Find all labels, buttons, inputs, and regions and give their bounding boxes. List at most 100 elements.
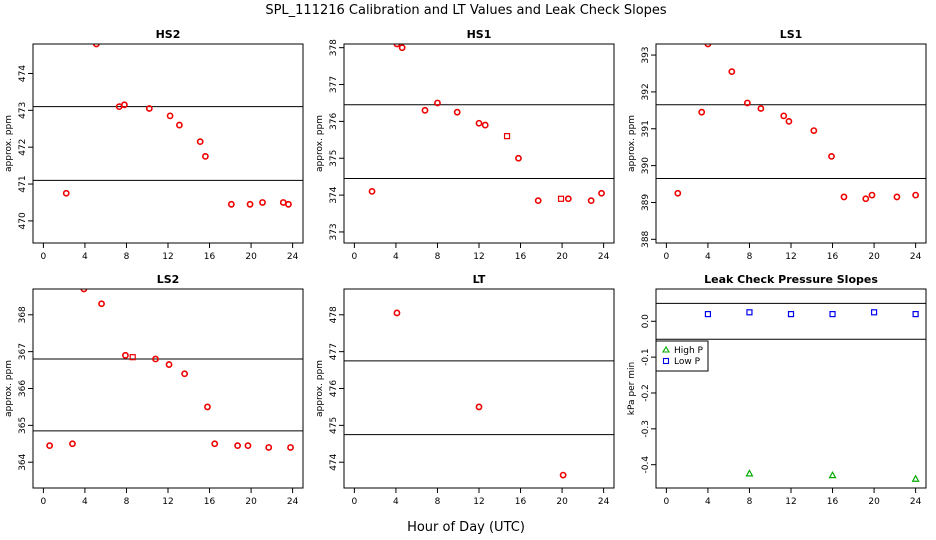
y-tick-label: 0.0 (641, 314, 651, 329)
data-point (912, 310, 919, 318)
panel-title: LS2 (157, 273, 180, 286)
panel-1: HS2 approx. ppm 0 4 8 12 16 20 24 470 471 472 473 474 (4, 28, 304, 262)
panel-4: LS2 approx. ppm 0 4 8 12 16 20 24 364 365 366 367 368 (4, 273, 304, 507)
y-tick-label: -0.3 (641, 420, 651, 438)
plot-frame (343, 288, 615, 489)
data-point (704, 310, 712, 318)
data-point (166, 112, 174, 120)
data-point (287, 444, 294, 451)
y-tick-label: 474 (18, 65, 28, 82)
y-axis-label: approx. ppm (627, 115, 637, 172)
x-tick-label: 24 (287, 252, 299, 262)
data-point (534, 197, 542, 205)
x-tick-label: 12 (162, 497, 173, 507)
x-tick-label: 8 (747, 252, 753, 262)
y-tick-label: -0.4 (641, 456, 651, 474)
data-point (911, 474, 920, 482)
data-point (829, 310, 836, 318)
data-point (840, 193, 848, 201)
y-tick-label: 367 (18, 343, 28, 360)
x-tick-label: 16 (204, 497, 216, 507)
y-tick-label: -0.2 (641, 384, 651, 402)
legend-label: High P (674, 346, 704, 356)
y-axis-label: approx. ppm (4, 360, 14, 417)
y-tick-label: 475 (329, 417, 339, 434)
x-tick-label: 16 (515, 252, 527, 262)
y-tick-label: 478 (329, 306, 339, 323)
data-point (265, 444, 273, 451)
figure-title: SPL_111216 Calibration and LT Values and… (265, 3, 667, 18)
data-point (196, 138, 204, 146)
data-point (259, 199, 266, 206)
data-point (246, 200, 254, 208)
panel-6: Leak Check Pressure Slopes kPa per min 0 4 8… (627, 273, 927, 507)
data-point (475, 119, 483, 127)
y-tick-label: 376 (329, 113, 339, 130)
legend-marker (662, 345, 670, 353)
x-tick-label: 12 (473, 497, 484, 507)
x-tick-label: 12 (785, 252, 796, 262)
data-point (515, 154, 522, 162)
data-point (746, 309, 753, 316)
data-point (870, 309, 878, 316)
x-tick-label: 0 (664, 497, 670, 507)
x-tick-label: 16 (204, 252, 216, 262)
y-tick-label: 375 (329, 150, 339, 167)
data-point (780, 112, 788, 120)
plot-area (368, 44, 605, 205)
x-tick-label: 20 (556, 497, 568, 507)
y-tick-label: -0.1 (641, 348, 651, 366)
data-point (421, 106, 429, 114)
x-tick-label: 4 (393, 252, 399, 262)
data-point (129, 354, 136, 361)
panel-5: LT approx. ppm 0 4 8 12 16 20 24 474 475 476 477 478 (315, 273, 615, 507)
data-point (204, 403, 211, 411)
data-point (122, 351, 129, 359)
x-tick-label: 16 (515, 497, 527, 507)
plot-frame (655, 43, 927, 244)
data-point (211, 440, 219, 448)
data-point (559, 471, 567, 479)
x-tick-label: 4 (82, 497, 88, 507)
data-point (743, 99, 751, 107)
y-tick-label: 393 (641, 46, 651, 63)
y-axis-label: approx. ppm (315, 360, 325, 417)
data-point (728, 68, 736, 76)
data-point (227, 200, 235, 208)
data-point (868, 191, 876, 199)
data-point (201, 152, 209, 160)
x-tick-label: 12 (473, 252, 484, 262)
x-tick-label: 24 (598, 252, 610, 262)
x-tick-label: 20 (556, 252, 568, 262)
data-point (828, 152, 835, 160)
x-tick-label: 8 (124, 497, 130, 507)
legend-marker (662, 357, 670, 365)
y-tick-label: 477 (329, 343, 339, 360)
data-point (862, 195, 870, 203)
panel-title: HS2 (156, 28, 181, 41)
y-tick-label: 378 (329, 39, 339, 56)
x-tick-label: 4 (705, 252, 711, 262)
data-point (481, 121, 489, 129)
data-point (757, 105, 765, 112)
data-point (165, 361, 173, 368)
legend-box (655, 340, 709, 372)
plot-area (674, 44, 920, 203)
y-tick-label: 388 (641, 230, 651, 247)
data-point (46, 442, 54, 450)
x-tick-label: 24 (910, 252, 922, 262)
y-tick-label: 472 (18, 139, 28, 156)
y-tick-label: 471 (18, 175, 28, 192)
x-tick-label: 12 (785, 497, 796, 507)
plot-area (704, 309, 920, 482)
x-tick-label: 16 (827, 497, 839, 507)
x-tick-label: 12 (162, 252, 173, 262)
data-point (475, 403, 483, 411)
data-point (398, 44, 406, 52)
data-point (234, 442, 241, 450)
data-point (80, 289, 88, 293)
x-tick-label: 4 (393, 497, 399, 507)
figure-x-axis-label: Hour of Day (UTC) (407, 520, 525, 535)
data-point (453, 108, 461, 116)
legend-label: Low P (674, 357, 701, 367)
